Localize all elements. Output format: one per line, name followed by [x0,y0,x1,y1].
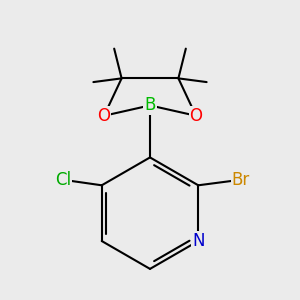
Text: O: O [189,107,203,125]
Text: B: B [144,96,156,114]
Text: Cl: Cl [55,171,71,189]
Text: Br: Br [232,171,250,189]
Text: N: N [192,232,205,250]
Text: O: O [98,107,111,125]
